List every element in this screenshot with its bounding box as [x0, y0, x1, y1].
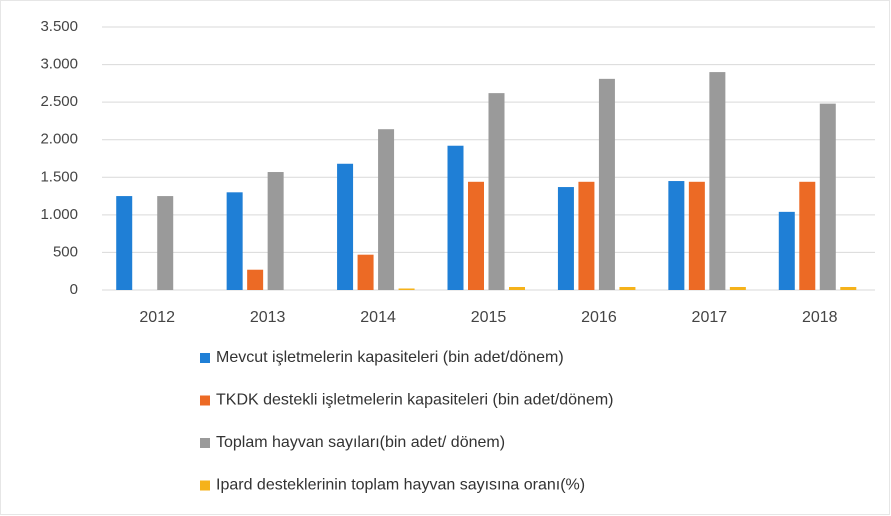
bar: [267, 172, 284, 290]
x-tick-label: 2016: [581, 309, 617, 326]
x-tick-label: 2012: [139, 309, 175, 326]
legend-swatch: [200, 438, 210, 448]
bar: [799, 181, 816, 290]
bar: [557, 187, 574, 290]
bar: [337, 163, 354, 290]
legend-label: Ipard desteklerinin toplam hayvan sayısı…: [216, 477, 585, 494]
legend-swatch: [200, 480, 210, 491]
bar: [709, 72, 726, 290]
x-tick-label: 2013: [250, 309, 286, 326]
bar: [247, 269, 264, 290]
bar: [116, 196, 133, 290]
bar: [447, 145, 464, 290]
y-tick-label: 1.000: [40, 206, 78, 223]
bar: [778, 211, 795, 290]
bar: [578, 181, 595, 290]
bar: [729, 286, 746, 290]
bar: [157, 196, 174, 290]
bar: [226, 192, 243, 290]
y-tick-label: 3.500: [40, 18, 78, 35]
y-tick-label: 2.000: [40, 131, 78, 148]
bar: [619, 286, 636, 290]
bar: [688, 181, 705, 290]
legend-swatch: [200, 395, 210, 406]
bar: [378, 129, 395, 290]
x-tick-label: 2014: [360, 309, 396, 326]
legend-label: Mevcut işletmelerin kapasiteleri (bin ad…: [216, 349, 564, 366]
bar: [488, 93, 505, 290]
bar: [668, 181, 685, 290]
bar: [598, 78, 615, 290]
y-tick-label: 3.000: [40, 56, 78, 73]
legend-swatch: [200, 353, 210, 363]
y-tick-label: 500: [53, 243, 78, 260]
bar: [357, 254, 374, 290]
y-tick-label: 2.500: [40, 93, 78, 110]
legend-label: Toplam hayvan sayıları(bin adet/ dönem): [216, 434, 505, 451]
y-tick-label: 1.500: [40, 168, 78, 185]
bar: [468, 181, 484, 290]
bar: [819, 103, 836, 290]
x-tick-label: 2018: [802, 309, 838, 326]
legend-label: TKDK destekli işletmelerin kapasiteleri …: [216, 392, 614, 409]
x-tick-label: 2015: [471, 309, 507, 326]
bar: [398, 288, 415, 290]
x-tick-label: 2017: [692, 309, 728, 326]
bar: [840, 286, 857, 290]
bar: [509, 286, 525, 290]
y-tick-label: 0: [70, 281, 78, 298]
